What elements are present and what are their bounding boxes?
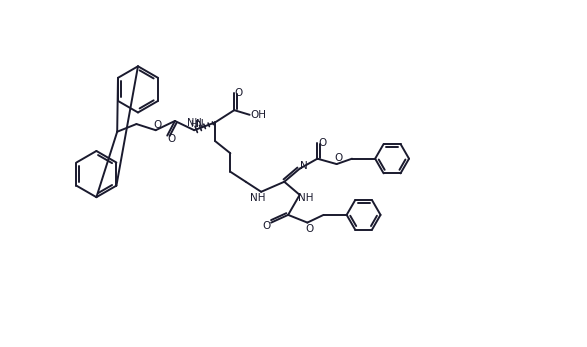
Text: O: O bbox=[262, 221, 271, 231]
Text: O: O bbox=[318, 138, 326, 148]
Text: N: N bbox=[197, 119, 204, 129]
Text: NH: NH bbox=[187, 118, 201, 128]
Text: N: N bbox=[301, 161, 308, 171]
Text: O: O bbox=[235, 88, 243, 98]
Text: OH: OH bbox=[250, 110, 266, 120]
Text: H: H bbox=[190, 119, 197, 128]
Text: NH: NH bbox=[250, 193, 266, 203]
Text: NH: NH bbox=[298, 193, 313, 203]
Text: O: O bbox=[153, 120, 161, 130]
Text: O: O bbox=[306, 224, 314, 234]
Text: O: O bbox=[335, 153, 343, 163]
Text: O: O bbox=[168, 134, 176, 144]
